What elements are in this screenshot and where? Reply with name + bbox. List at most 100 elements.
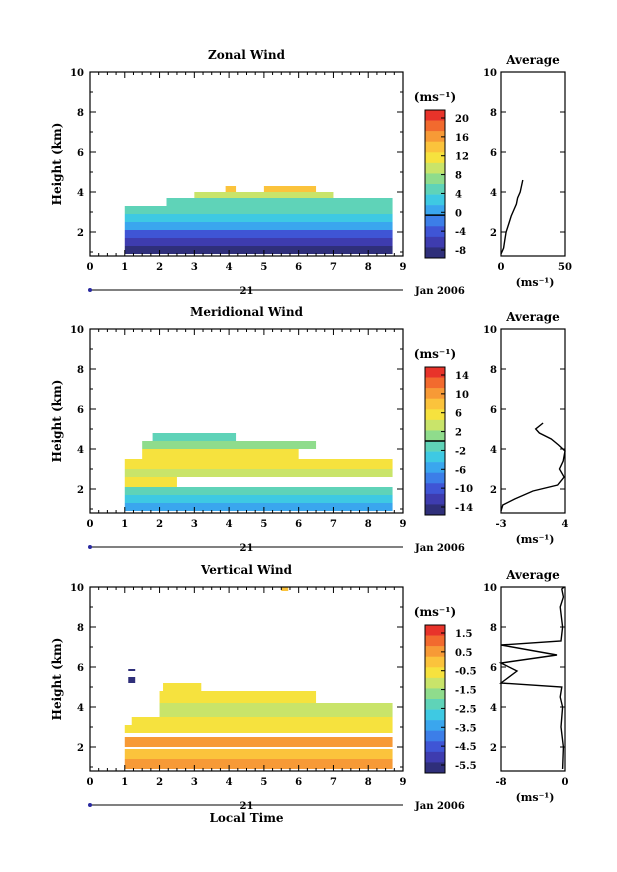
colorbar-tick-label: 14 <box>455 371 469 382</box>
heatmap-cell <box>124 238 393 246</box>
y-tick-label: 8 <box>77 623 84 634</box>
x-axis-label: Local Time <box>209 811 283 825</box>
heatmap-cell <box>128 669 136 671</box>
avg-y-tick-label: 8 <box>490 108 497 119</box>
colorbar-tick-label: 12 <box>455 152 469 163</box>
y-tick-label: 10 <box>70 583 84 594</box>
y-tick-label: 6 <box>77 663 84 674</box>
average-frame <box>500 586 566 772</box>
heatmap-cell <box>124 749 393 759</box>
x-tick-label: 6 <box>295 777 302 788</box>
y-tick-label: 4 <box>77 703 84 714</box>
colorbar-segment <box>425 141 445 153</box>
colorbar-tick-label: -6 <box>455 465 466 476</box>
colorbar-segment <box>425 184 445 195</box>
average-frame <box>500 328 566 514</box>
avg-unit: (ms⁻¹) <box>516 533 555 546</box>
date-label: 21 <box>240 801 254 812</box>
colorbar-frame <box>424 624 446 774</box>
colorbar-segment <box>425 205 445 217</box>
x-tick-label: 0 <box>87 262 94 273</box>
avg-y-tick-label: 6 <box>490 663 497 674</box>
colorbar-segment <box>425 441 445 452</box>
colorbar-segment <box>425 451 445 463</box>
x-tick-label: 2 <box>156 777 163 788</box>
x-tick-label: 0 <box>87 777 94 788</box>
x-tick-label: 9 <box>400 777 407 788</box>
heatmap-cell <box>124 725 393 733</box>
y-tick-label: 4 <box>77 188 84 199</box>
x-tick-label: 3 <box>191 777 198 788</box>
heatmap-cell <box>124 246 393 254</box>
colorbar-segment <box>425 162 445 174</box>
y-tick-label: 8 <box>77 108 84 119</box>
heatmap-cell <box>124 487 393 495</box>
x-tick-label: 9 <box>400 519 407 530</box>
colorbar-segment <box>425 751 445 763</box>
y-tick-label: 6 <box>77 405 84 416</box>
heatmap-cell <box>124 206 393 214</box>
average-title: Average <box>505 53 560 67</box>
colorbar-segment <box>425 236 445 248</box>
colorbar-segment <box>425 110 445 121</box>
colorbar-segment <box>425 493 445 505</box>
heatmap-cell <box>159 703 393 717</box>
colorbar-segment <box>425 152 445 164</box>
colorbar-segment <box>425 377 445 389</box>
heatmap-cell <box>225 186 237 192</box>
colorbar-tick-label: -2 <box>455 446 466 457</box>
colorbar-segment <box>425 398 445 410</box>
date-month-label: Jan 2006 <box>414 543 465 554</box>
heatmap-cell <box>142 449 299 459</box>
heatmap-cell <box>194 192 334 198</box>
colorbar-unit: (ms⁻¹) <box>414 347 456 361</box>
avg-y-tick-label: 10 <box>483 325 497 336</box>
avg-x-tick-label: 0 <box>498 262 505 273</box>
colorbar-tick-label: -4 <box>455 227 466 238</box>
colorbar-tick-label: -5.5 <box>455 761 477 772</box>
colorbar-segment <box>425 762 445 774</box>
avg-y-tick-label: 2 <box>490 485 497 496</box>
colorbar-tick-label: -2.5 <box>455 704 477 715</box>
x-tick-label: 8 <box>365 777 372 788</box>
x-tick-label: 2 <box>156 519 163 530</box>
avg-y-tick-label: 4 <box>490 188 497 199</box>
y-axis-label: Height (km) <box>50 123 64 206</box>
colorbar-segment <box>425 120 445 132</box>
y-tick-label: 10 <box>70 68 84 79</box>
colorbar-tick-label: 8 <box>455 171 462 182</box>
colorbar-unit: (ms⁻¹) <box>414 90 456 104</box>
heatmap-cell <box>124 477 177 487</box>
date-label: 21 <box>240 543 254 554</box>
avg-unit: (ms⁻¹) <box>516 791 555 804</box>
average-title: Average <box>505 568 560 582</box>
colorbar-segment <box>425 472 445 484</box>
colorbar-segment <box>425 667 445 679</box>
heatmap-cell <box>124 230 393 238</box>
avg-x-tick-label: -3 <box>495 519 506 530</box>
heatmap-cell <box>128 677 136 683</box>
x-tick-label: 6 <box>295 262 302 273</box>
x-tick-label: 7 <box>330 777 337 788</box>
heatmap-cell <box>159 691 317 703</box>
colorbar-segment <box>425 699 445 710</box>
heatmap-cell <box>131 717 393 725</box>
x-tick-label: 9 <box>400 262 407 273</box>
colorbar-tick-label: -14 <box>455 503 473 514</box>
colorbar-segment <box>425 504 445 516</box>
heatmap-cell <box>124 759 393 769</box>
colorbar-tick-label: 10 <box>455 390 469 401</box>
date-axis-marker <box>88 288 92 292</box>
date-label: 21 <box>240 286 254 297</box>
colorbar-tick-label: -3.5 <box>455 723 477 734</box>
average-profile-line <box>500 179 524 255</box>
y-tick-label: 4 <box>77 445 84 456</box>
average-title: Average <box>505 310 560 324</box>
avg-y-tick-label: 2 <box>490 228 497 239</box>
x-tick-label: 4 <box>226 519 233 530</box>
colorbar-tick-label: -1.5 <box>455 686 477 697</box>
colorbar-segment <box>425 215 445 227</box>
avg-y-tick-label: 4 <box>490 703 497 714</box>
x-tick-label: 5 <box>260 262 267 273</box>
colorbar-tick-label: 16 <box>455 133 469 144</box>
